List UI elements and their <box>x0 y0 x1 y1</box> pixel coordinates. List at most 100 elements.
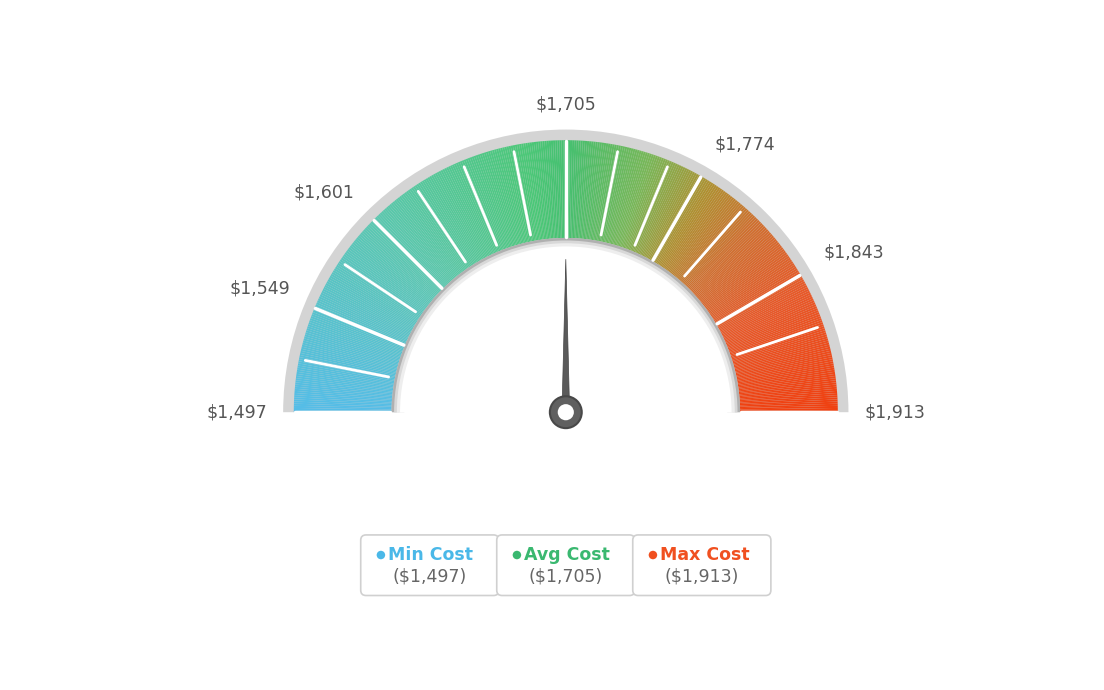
Wedge shape <box>639 165 681 255</box>
Wedge shape <box>383 210 449 284</box>
Wedge shape <box>666 190 724 270</box>
Wedge shape <box>372 220 443 290</box>
Wedge shape <box>569 140 572 238</box>
Wedge shape <box>367 226 438 294</box>
Wedge shape <box>340 259 422 315</box>
Wedge shape <box>404 192 464 272</box>
Wedge shape <box>369 223 440 292</box>
Wedge shape <box>668 192 728 272</box>
Wedge shape <box>486 152 516 246</box>
Wedge shape <box>407 190 466 270</box>
Wedge shape <box>681 208 747 282</box>
Wedge shape <box>344 253 425 311</box>
Wedge shape <box>456 163 497 253</box>
Wedge shape <box>300 348 396 373</box>
Wedge shape <box>514 145 534 241</box>
Wedge shape <box>739 378 836 392</box>
Wedge shape <box>309 320 402 355</box>
Wedge shape <box>729 314 820 351</box>
Wedge shape <box>737 368 835 385</box>
Wedge shape <box>721 287 808 333</box>
Wedge shape <box>406 191 465 271</box>
Wedge shape <box>660 184 715 266</box>
Wedge shape <box>709 257 790 314</box>
Wedge shape <box>729 316 821 352</box>
Wedge shape <box>686 215 755 287</box>
Wedge shape <box>311 314 403 351</box>
Wedge shape <box>737 370 835 386</box>
Wedge shape <box>297 366 394 384</box>
Wedge shape <box>694 229 768 296</box>
Wedge shape <box>726 308 818 347</box>
Wedge shape <box>354 239 432 302</box>
Wedge shape <box>431 175 480 261</box>
Wedge shape <box>549 141 556 238</box>
Wedge shape <box>698 234 773 299</box>
Wedge shape <box>301 346 396 371</box>
Wedge shape <box>615 151 644 245</box>
Wedge shape <box>521 144 539 240</box>
Wedge shape <box>736 359 834 380</box>
Wedge shape <box>582 141 594 239</box>
Wedge shape <box>461 160 500 251</box>
Wedge shape <box>631 160 670 251</box>
Wedge shape <box>733 336 828 365</box>
Wedge shape <box>578 141 587 239</box>
Wedge shape <box>352 242 429 304</box>
Wedge shape <box>341 257 423 314</box>
Wedge shape <box>603 146 625 242</box>
Wedge shape <box>711 263 794 317</box>
Wedge shape <box>735 348 831 373</box>
Wedge shape <box>294 402 392 406</box>
Wedge shape <box>740 388 837 399</box>
Wedge shape <box>722 293 811 337</box>
Wedge shape <box>713 268 798 321</box>
Wedge shape <box>728 310 819 348</box>
Wedge shape <box>319 297 408 339</box>
Wedge shape <box>364 228 438 295</box>
Wedge shape <box>620 154 654 247</box>
Wedge shape <box>535 141 548 239</box>
Wedge shape <box>326 283 413 331</box>
Wedge shape <box>636 164 678 253</box>
Wedge shape <box>711 261 793 317</box>
Wedge shape <box>392 201 456 278</box>
Wedge shape <box>730 320 822 355</box>
Wedge shape <box>619 153 651 247</box>
Wedge shape <box>308 322 402 356</box>
Text: ($1,497): ($1,497) <box>393 568 467 586</box>
Wedge shape <box>677 203 741 279</box>
Wedge shape <box>511 146 532 242</box>
Wedge shape <box>713 266 797 320</box>
Wedge shape <box>608 148 634 244</box>
Wedge shape <box>322 288 411 335</box>
Wedge shape <box>612 150 639 244</box>
Wedge shape <box>394 200 457 277</box>
Wedge shape <box>650 174 699 260</box>
Wedge shape <box>581 141 592 239</box>
Wedge shape <box>724 298 814 340</box>
Wedge shape <box>740 397 838 404</box>
Wedge shape <box>301 344 397 371</box>
Wedge shape <box>300 353 395 375</box>
Wedge shape <box>329 277 414 327</box>
Wedge shape <box>330 274 416 325</box>
Wedge shape <box>702 244 781 306</box>
Wedge shape <box>628 159 666 250</box>
FancyBboxPatch shape <box>361 535 499 595</box>
Wedge shape <box>481 153 513 246</box>
Wedge shape <box>731 324 824 357</box>
Wedge shape <box>300 351 396 374</box>
Wedge shape <box>714 270 799 322</box>
Wedge shape <box>616 152 646 246</box>
Wedge shape <box>298 359 395 380</box>
Wedge shape <box>596 144 615 241</box>
Wedge shape <box>723 297 813 339</box>
Wedge shape <box>454 164 496 253</box>
Wedge shape <box>651 175 701 261</box>
Wedge shape <box>378 214 446 286</box>
Wedge shape <box>519 144 538 241</box>
Wedge shape <box>478 154 511 247</box>
Wedge shape <box>725 304 816 344</box>
Wedge shape <box>348 247 427 308</box>
